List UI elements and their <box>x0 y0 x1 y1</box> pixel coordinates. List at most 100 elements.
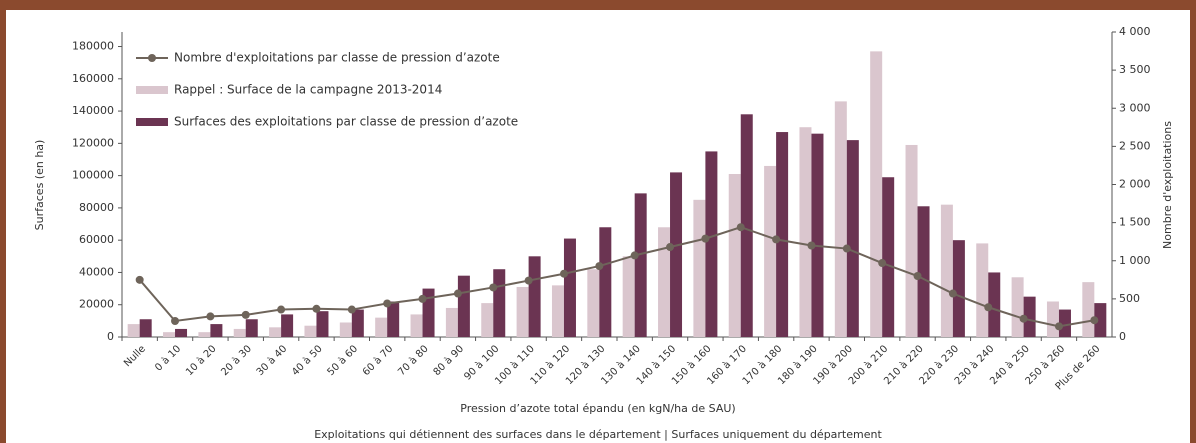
point <box>277 305 286 314</box>
point <box>842 244 851 253</box>
bar <box>210 324 223 337</box>
bar <box>269 327 282 337</box>
point <box>524 276 533 285</box>
legend-point <box>148 54 156 62</box>
bar <box>940 204 953 337</box>
bar <box>988 272 1001 337</box>
bar <box>127 324 140 337</box>
point <box>1054 322 1063 331</box>
bar <box>351 309 364 337</box>
bar <box>1023 296 1036 337</box>
y2-tick-label: 2 000 <box>1119 178 1151 191</box>
bar <box>304 325 317 337</box>
footer: Exploitations qui détiennent des surface… <box>314 428 882 441</box>
bar <box>846 140 859 337</box>
point <box>595 262 604 271</box>
bar <box>670 172 683 337</box>
y-tick-label: 160000 <box>72 72 114 85</box>
y2-tick-label: 2 500 <box>1119 139 1151 152</box>
bar <box>139 319 152 337</box>
y-tick-label: 140000 <box>72 104 114 117</box>
bar <box>410 314 423 337</box>
bar <box>587 269 600 337</box>
legend-label: Surfaces des exploitations par classe de… <box>174 115 518 129</box>
legend-swatch <box>136 86 168 94</box>
bar <box>917 206 930 337</box>
point <box>418 294 427 303</box>
bar <box>1094 303 1107 337</box>
bar <box>375 317 388 337</box>
point <box>913 272 922 280</box>
bar <box>811 133 824 337</box>
legend-label: Rappel : Surface de la campagne 2013-201… <box>174 83 442 97</box>
bar <box>799 127 812 337</box>
point <box>489 283 498 292</box>
y-tick-label: 0 <box>107 330 114 343</box>
bar <box>728 174 741 337</box>
legend-label: Nombre d'exploitations par classe de pre… <box>174 51 500 65</box>
y2-tick-label: 4 000 <box>1119 25 1151 38</box>
y-tick-label: 80000 <box>79 201 114 214</box>
point <box>772 235 781 244</box>
bar <box>952 240 965 337</box>
bar <box>1011 277 1024 337</box>
y2-axis-title: Nombre d'exploitations <box>1161 121 1174 249</box>
y-axis-title: Surfaces (en ha) <box>33 140 46 231</box>
point <box>984 303 993 312</box>
bar <box>281 314 294 337</box>
point <box>171 316 180 325</box>
point <box>383 299 392 308</box>
y-tick-label: 180000 <box>72 40 114 53</box>
point <box>312 304 321 313</box>
bar <box>658 227 671 337</box>
bar <box>516 286 529 337</box>
point <box>206 312 215 321</box>
bar <box>316 311 329 337</box>
point <box>453 289 462 298</box>
bar <box>457 275 470 337</box>
bar <box>905 144 918 337</box>
panel <box>6 10 1190 443</box>
bar <box>387 301 400 337</box>
bar <box>1082 282 1095 337</box>
bar <box>493 269 506 337</box>
point <box>559 269 568 278</box>
bar <box>233 328 246 337</box>
bar <box>776 132 789 337</box>
point <box>666 243 675 252</box>
bar <box>622 256 635 337</box>
bar <box>834 101 847 337</box>
bar <box>163 332 176 337</box>
bar <box>764 165 777 337</box>
legend-swatch <box>136 118 168 126</box>
y-tick-label: 120000 <box>72 136 114 149</box>
point <box>807 241 816 250</box>
point <box>878 259 887 268</box>
bar <box>245 319 258 337</box>
bar <box>882 177 895 337</box>
y-tick-label: 100000 <box>72 169 114 182</box>
bar <box>976 243 989 337</box>
bar <box>563 238 576 337</box>
y2-tick-label: 500 <box>1119 292 1140 305</box>
point <box>630 251 639 260</box>
bar <box>693 199 706 337</box>
point <box>241 310 250 319</box>
y2-tick-label: 0 <box>1119 330 1126 343</box>
y2-tick-label: 3 000 <box>1119 101 1151 114</box>
y2-tick-label: 1 000 <box>1119 254 1151 267</box>
point <box>701 234 710 243</box>
y-tick-label: 40000 <box>79 265 114 278</box>
bar <box>551 285 564 337</box>
bar <box>198 332 211 337</box>
bar <box>705 151 718 337</box>
bar <box>175 328 188 337</box>
bar <box>528 256 541 337</box>
bar <box>339 322 352 337</box>
point <box>1090 316 1099 325</box>
y2-tick-label: 1 500 <box>1119 216 1151 229</box>
point <box>736 223 745 232</box>
line <box>138 226 1095 328</box>
bar <box>870 51 883 337</box>
